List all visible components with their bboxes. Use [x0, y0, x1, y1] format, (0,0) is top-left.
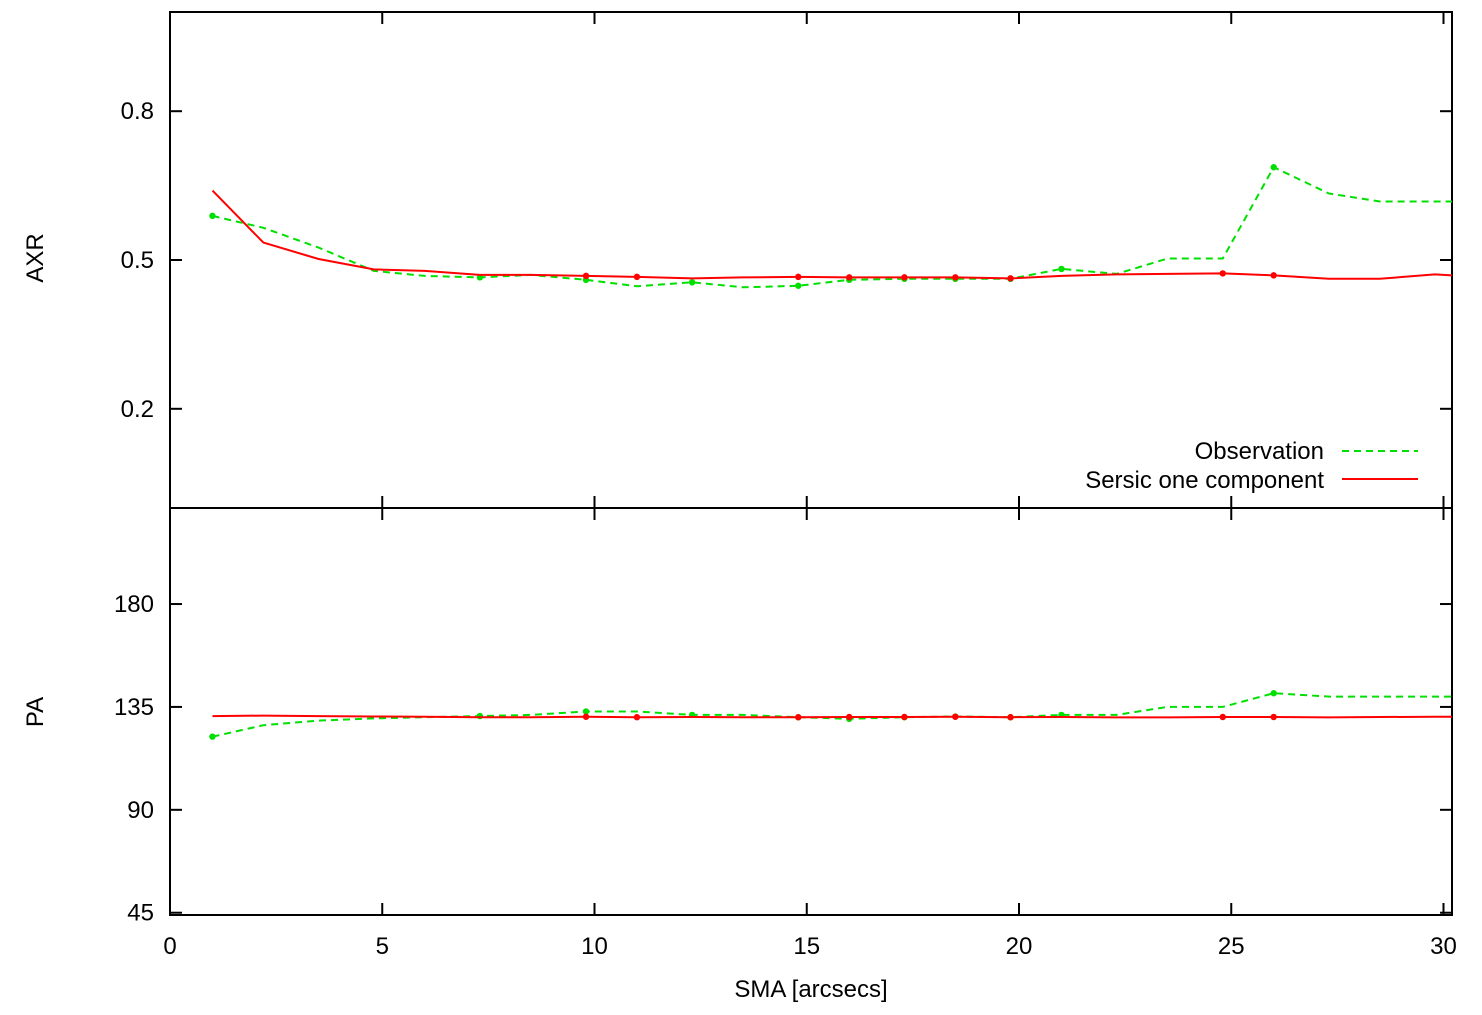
x-tick-label: 10	[581, 933, 608, 960]
axr-point-sersic-one-component	[795, 273, 802, 281]
pa-point-sersic-one-component	[1007, 714, 1014, 721]
axr-point-sersic-one-component	[1270, 272, 1277, 279]
axr-panel: 0.2 0.5 0.8 AXR Observation Sersic one com…	[22, 11, 1453, 509]
axr-point-sersic-one-component	[1219, 270, 1226, 277]
pa-y-tick-label: 45	[127, 900, 154, 927]
axr-point-observation	[1270, 164, 1277, 171]
axr-point-observation	[209, 212, 216, 220]
axr-point-sersic-one-component	[582, 272, 590, 280]
pa-y-axis-label: PA	[22, 697, 49, 727]
x-tick-label: 30	[1430, 933, 1457, 960]
x-axis-label: SMA [arcsecs]	[734, 976, 887, 1003]
pa-point-observation	[1270, 690, 1277, 697]
pa-y-tick-labels: 45 90 135 180	[114, 591, 154, 927]
legend-label-observation: Observation	[1195, 438, 1324, 465]
axr-point-sersic-one-component	[901, 274, 908, 281]
pa-point-sersic-one-component	[901, 713, 908, 721]
x-tick-label: 20	[1006, 933, 1033, 960]
axr-point-observation	[795, 282, 802, 289]
pa-point-sersic-one-component	[1219, 713, 1226, 721]
legend-label-sersic: Sersic one component	[1085, 467, 1324, 494]
pa-y-tick-label: 135	[114, 694, 154, 721]
axr-point-sersic-one-component	[846, 274, 853, 281]
x-tick-label: 15	[793, 933, 820, 960]
axr-ticks	[169, 12, 1452, 508]
pa-y-tick-label: 90	[127, 797, 154, 824]
axr-y-tick-label: 0.2	[121, 396, 154, 423]
pa-panel: 45 90 135 180 0 5 10 15 20 25 30 PA SMA [arcsecs]	[22, 507, 1457, 1003]
pa-point-sersic-one-component	[952, 713, 959, 720]
axr-point-sersic-one-component	[1007, 275, 1014, 282]
pa-ticks	[169, 508, 1452, 915]
x-tick-labels: 0 5 10 15 20 25 30	[163, 933, 1457, 960]
axr-point-observation	[688, 279, 696, 286]
axr-y-tick-label: 0.5	[121, 247, 154, 274]
axr-point-sersic-one-component	[952, 274, 959, 281]
legend: Observation Sersic one component	[1085, 438, 1418, 494]
axr-point-sersic-one-component	[633, 273, 641, 281]
pa-point-observation	[582, 708, 590, 715]
pa-point-sersic-one-component	[582, 713, 590, 720]
axr-point-observation	[1058, 265, 1065, 273]
pa-point-sersic-one-component	[1270, 713, 1277, 721]
pa-point-observation	[476, 712, 484, 720]
pa-series	[209, 690, 1452, 740]
pa-point-sersic-one-component	[846, 713, 853, 721]
axr-y-axis-label: AXR	[22, 233, 49, 282]
pa-point-sersic-one-component	[795, 714, 802, 721]
pa-plot-frame	[169, 507, 1453, 916]
axr-y-tick-labels: 0.2 0.5 0.8	[121, 98, 154, 423]
pa-point-observation	[209, 733, 216, 740]
pa-y-tick-label: 180	[114, 591, 154, 618]
axr-y-tick-label: 0.8	[121, 98, 154, 125]
x-tick-label: 0	[163, 933, 176, 960]
pa-point-sersic-one-component	[633, 714, 641, 721]
x-tick-label: 25	[1218, 933, 1245, 960]
axr-series	[209, 164, 1453, 289]
x-tick-label: 5	[376, 933, 389, 960]
